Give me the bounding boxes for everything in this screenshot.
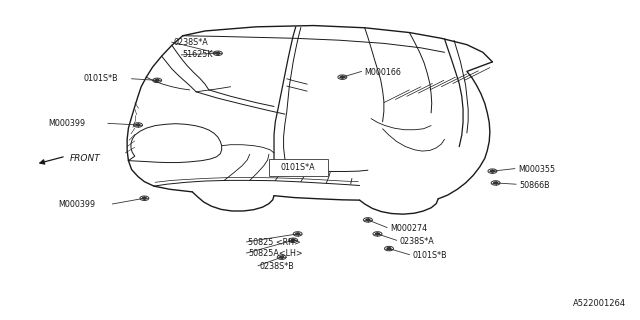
Circle shape	[490, 170, 494, 172]
Circle shape	[376, 233, 380, 235]
Circle shape	[296, 233, 300, 235]
Circle shape	[340, 76, 344, 78]
Text: 0238S*B: 0238S*B	[259, 262, 294, 271]
Circle shape	[493, 182, 497, 184]
Circle shape	[387, 248, 391, 250]
FancyBboxPatch shape	[269, 159, 328, 176]
Text: 50866B: 50866B	[519, 181, 550, 190]
Circle shape	[280, 256, 284, 258]
Text: M000166: M000166	[365, 68, 401, 77]
Text: M000274: M000274	[390, 224, 428, 233]
Text: 0238S*A: 0238S*A	[173, 38, 208, 47]
Text: 51625K: 51625K	[182, 50, 213, 59]
Circle shape	[136, 124, 140, 126]
Text: 50825 <RH>: 50825 <RH>	[248, 238, 301, 247]
Circle shape	[156, 79, 159, 81]
Text: M000399: M000399	[58, 200, 95, 209]
Circle shape	[143, 197, 147, 199]
Text: 0101S*A: 0101S*A	[280, 164, 315, 172]
Text: 50825A<LH>: 50825A<LH>	[248, 250, 303, 259]
Text: 0238S*A: 0238S*A	[400, 237, 435, 246]
Circle shape	[366, 219, 370, 221]
Text: M000355: M000355	[518, 165, 555, 174]
Text: A522001264: A522001264	[573, 299, 627, 308]
Text: M000399: M000399	[49, 119, 86, 128]
Circle shape	[291, 239, 295, 241]
Text: 0101S*B: 0101S*B	[84, 74, 118, 83]
Text: 0101S*B: 0101S*B	[413, 251, 447, 260]
Text: FRONT: FRONT	[70, 154, 100, 163]
Circle shape	[216, 52, 220, 54]
